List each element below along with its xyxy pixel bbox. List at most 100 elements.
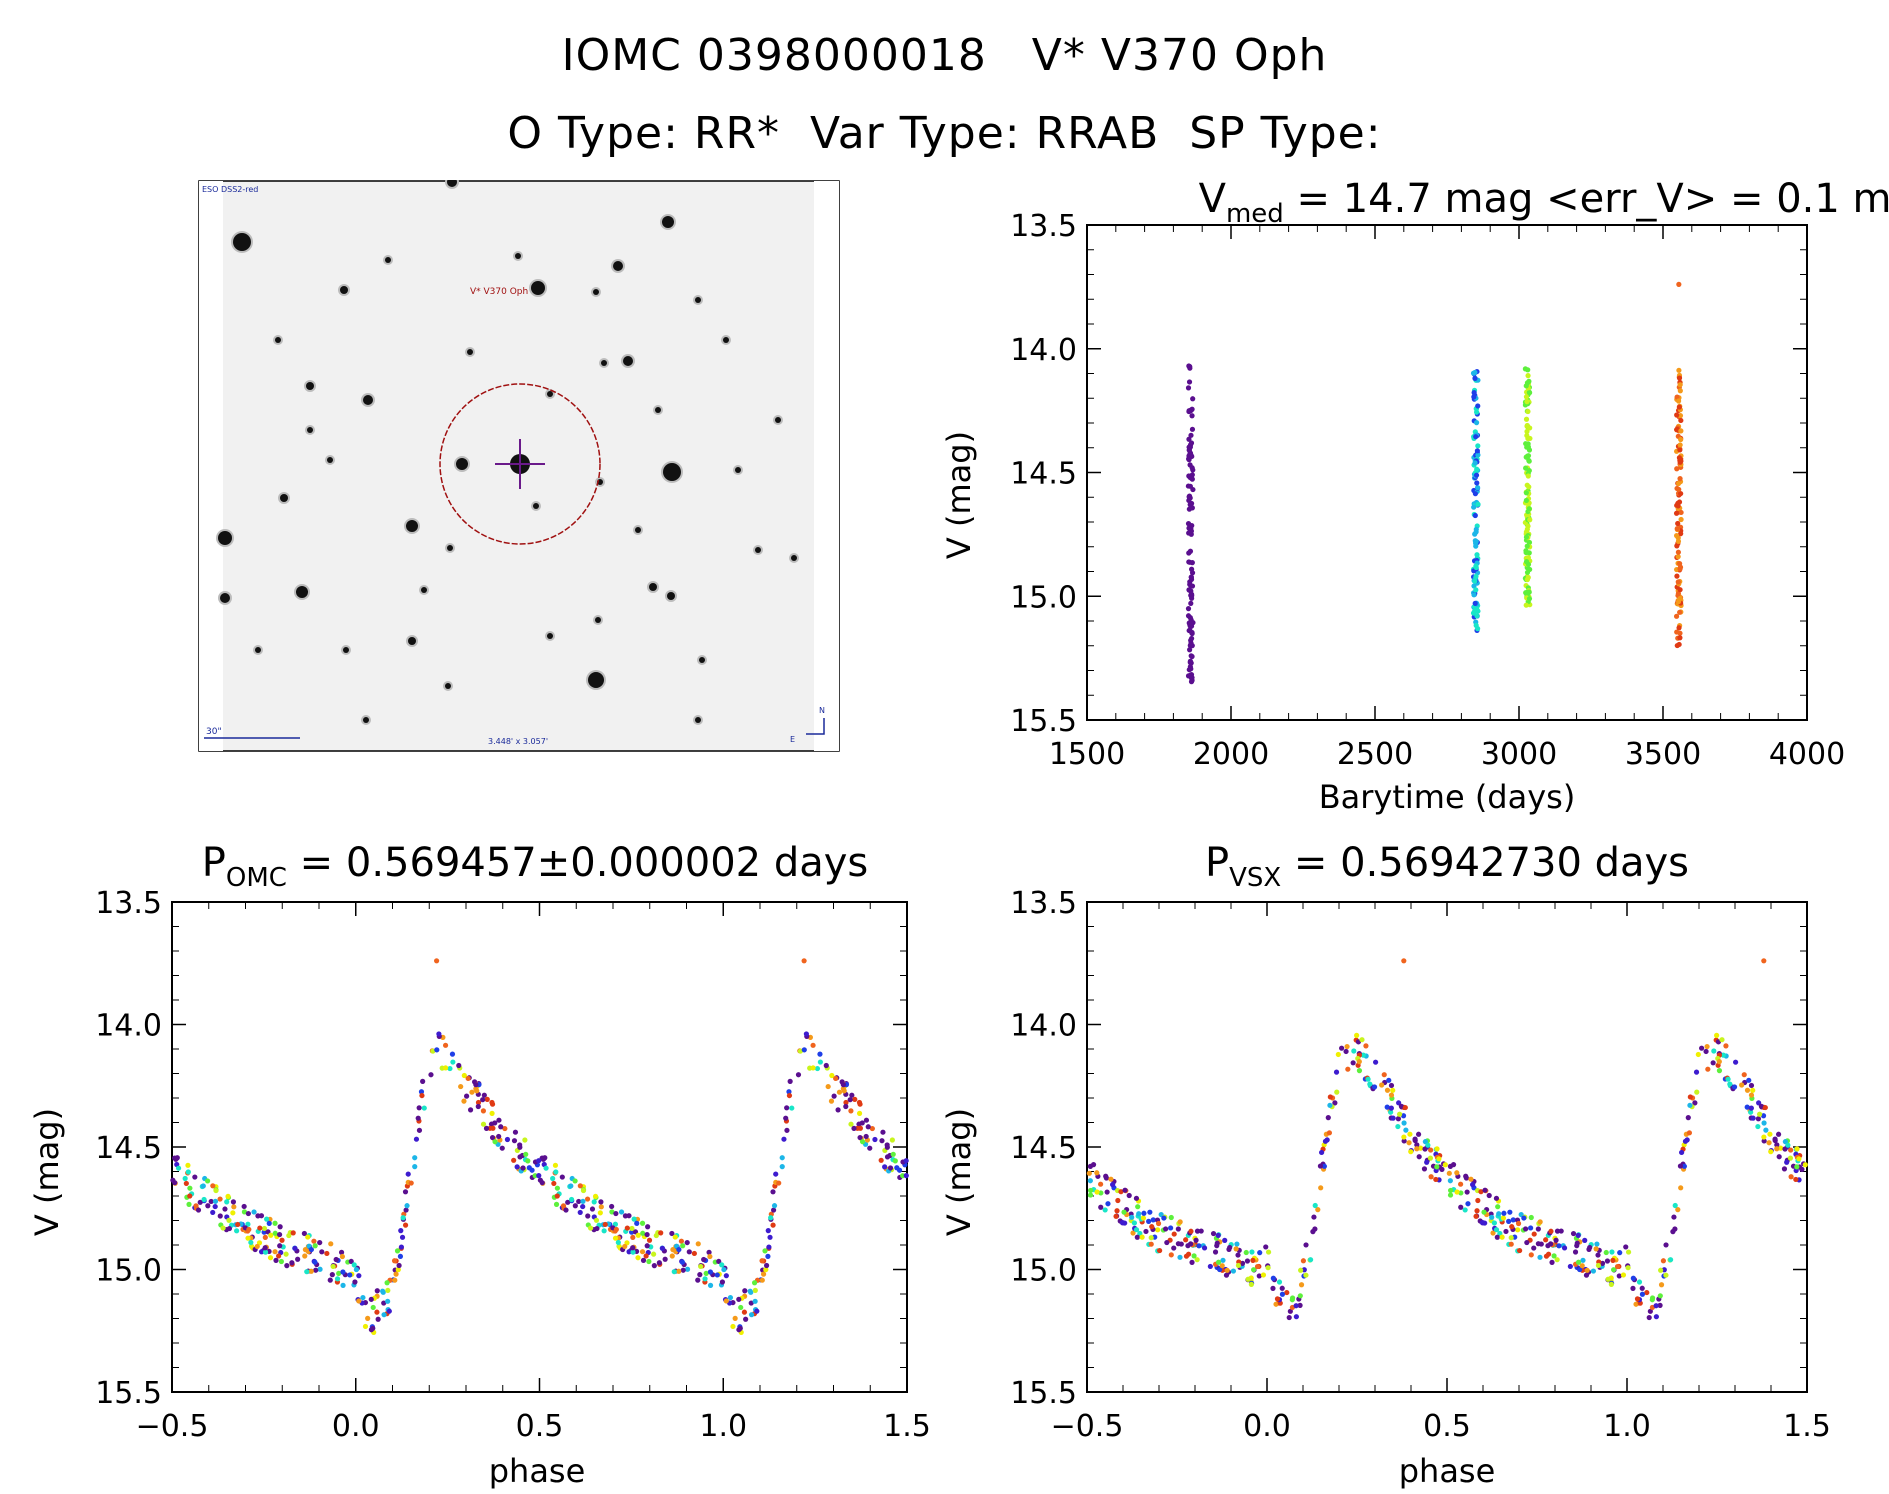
- data-point: [1644, 1289, 1650, 1296]
- data-point: [1677, 442, 1683, 448]
- data-point: [517, 1144, 523, 1150]
- data-point: [1186, 550, 1192, 556]
- data-point: [173, 1156, 179, 1162]
- data-point: [825, 1083, 831, 1090]
- data-point: [1454, 1189, 1460, 1195]
- data-point: [748, 1300, 754, 1306]
- data-point: [1473, 472, 1480, 478]
- data-point: [743, 1316, 749, 1322]
- data-point: [1647, 1308, 1653, 1314]
- data-point: [1344, 1043, 1350, 1050]
- data-point: [851, 1125, 857, 1131]
- data-point: [1657, 1293, 1663, 1299]
- data-point: [1121, 1209, 1127, 1215]
- data-point: [262, 1245, 268, 1251]
- data-point: [408, 1180, 414, 1186]
- data-point: [1744, 1087, 1751, 1093]
- data-point: [640, 1257, 647, 1263]
- data-point: [1676, 367, 1682, 373]
- data-point: [646, 1258, 652, 1265]
- data-point: [678, 1238, 685, 1244]
- data-point: [662, 1256, 668, 1262]
- data-point: [1178, 1241, 1184, 1247]
- data-point: [1509, 1224, 1515, 1230]
- data-point: [213, 1187, 219, 1194]
- data-point: [356, 1273, 362, 1279]
- chart-title-line1: IOMC 0398000018 V* V370 Oph: [0, 30, 1889, 81]
- data-point: [1501, 1210, 1507, 1216]
- data-point: [1623, 1244, 1629, 1250]
- data-point: [386, 1308, 392, 1314]
- data-point: [241, 1203, 247, 1210]
- data-point: [1472, 531, 1478, 537]
- east-label: E: [790, 735, 795, 744]
- data-point: [1334, 1089, 1340, 1095]
- data-point: [1675, 579, 1681, 585]
- data-point: [754, 1308, 760, 1314]
- data-point: [810, 1042, 816, 1048]
- data-point: [1499, 1234, 1505, 1240]
- data-point: [302, 1253, 308, 1259]
- data-point: [872, 1136, 878, 1143]
- data-point: [1733, 1059, 1739, 1065]
- finder-star: [623, 356, 633, 366]
- data-point: [261, 1229, 267, 1235]
- data-point: [836, 1089, 843, 1095]
- data-point: [626, 1249, 632, 1255]
- data-point: [1473, 573, 1479, 580]
- data-point: [786, 1089, 792, 1095]
- data-point: [1543, 1237, 1549, 1243]
- data-point: [1168, 1214, 1174, 1221]
- data-point: [1126, 1192, 1132, 1199]
- data-point: [1293, 1314, 1299, 1320]
- data-point: [765, 1228, 771, 1234]
- phase-omc-title-rest: = 0.569457±0.000002 days: [287, 840, 868, 886]
- data-point: [727, 1294, 734, 1301]
- data-point: [305, 1234, 311, 1240]
- data-point: [651, 1263, 657, 1269]
- data-point: [1705, 1066, 1711, 1072]
- data-point: [1471, 592, 1477, 598]
- data-point: [703, 1270, 709, 1277]
- data-point: [187, 1193, 193, 1199]
- finder-star: [699, 657, 705, 663]
- data-point: [352, 1279, 358, 1285]
- data-point: [1604, 1258, 1611, 1264]
- data-point: [1414, 1142, 1420, 1148]
- data-point: [639, 1220, 646, 1226]
- finder-star: [791, 555, 797, 561]
- data-point: [397, 1253, 404, 1259]
- data-point: [634, 1220, 640, 1226]
- data-point: [1188, 1241, 1194, 1247]
- data-point: [1189, 476, 1195, 482]
- data-point: [635, 1232, 641, 1238]
- data-point: [831, 1093, 837, 1099]
- data-point: [1575, 1232, 1581, 1239]
- data-point: [857, 1134, 863, 1141]
- data-point: [450, 1059, 456, 1065]
- data-point: [312, 1243, 318, 1249]
- data-points: [170, 958, 909, 1335]
- data-point: [1401, 1138, 1407, 1144]
- data-point: [464, 1093, 470, 1099]
- data-point: [1401, 1134, 1407, 1140]
- data-point: [1493, 1227, 1500, 1233]
- data-point: [1755, 1116, 1762, 1122]
- data-point: [456, 1062, 462, 1069]
- data-point: [1679, 1149, 1685, 1156]
- data-point: [1524, 428, 1530, 435]
- data-point: [1223, 1272, 1230, 1278]
- data-point: [631, 1216, 637, 1222]
- data-point: [1177, 1254, 1183, 1260]
- data-point: [1594, 1241, 1600, 1247]
- target-label: V* V370 Oph: [470, 287, 528, 297]
- data-point: [312, 1259, 318, 1265]
- data-point: [1260, 1272, 1267, 1278]
- data-point: [264, 1216, 270, 1222]
- data-point: [1351, 1048, 1357, 1054]
- finder-star: [735, 467, 741, 473]
- data-point: [511, 1157, 517, 1163]
- data-point: [1633, 1301, 1639, 1307]
- finder-star: [655, 407, 661, 413]
- data-point: [392, 1277, 398, 1283]
